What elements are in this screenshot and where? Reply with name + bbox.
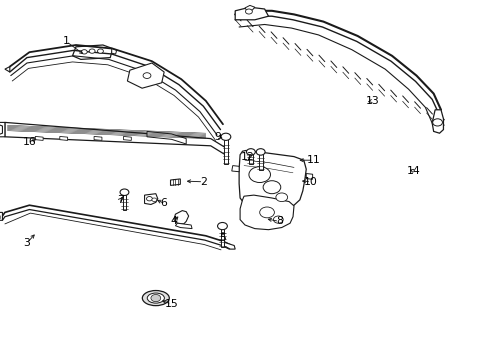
Polygon shape [220, 229, 224, 247]
Circle shape [273, 216, 283, 223]
Circle shape [218, 222, 227, 230]
Polygon shape [5, 122, 225, 155]
Polygon shape [249, 154, 253, 164]
Ellipse shape [143, 291, 170, 306]
Circle shape [152, 198, 157, 202]
Polygon shape [259, 154, 263, 170]
Circle shape [276, 193, 288, 202]
Polygon shape [35, 136, 43, 140]
Text: 10: 10 [304, 177, 318, 187]
Polygon shape [240, 195, 294, 230]
Polygon shape [175, 223, 192, 229]
Text: 7: 7 [117, 195, 123, 205]
Circle shape [120, 189, 129, 195]
Polygon shape [122, 194, 126, 210]
Polygon shape [235, 7, 269, 20]
Polygon shape [306, 174, 313, 179]
Text: 8: 8 [276, 216, 283, 226]
Text: 5: 5 [220, 233, 226, 243]
Polygon shape [224, 139, 228, 164]
Circle shape [249, 167, 270, 183]
Polygon shape [245, 5, 255, 10]
Polygon shape [94, 136, 102, 140]
Polygon shape [174, 211, 189, 224]
Polygon shape [147, 131, 186, 144]
Text: 12: 12 [241, 152, 254, 162]
Text: 13: 13 [366, 96, 379, 106]
Polygon shape [112, 48, 117, 54]
Polygon shape [232, 166, 239, 172]
Circle shape [245, 9, 252, 14]
Text: 11: 11 [307, 155, 320, 165]
Text: 3: 3 [24, 238, 30, 248]
Polygon shape [222, 242, 235, 249]
Polygon shape [73, 45, 113, 59]
Ellipse shape [147, 293, 164, 303]
Text: 16: 16 [23, 137, 36, 147]
Circle shape [260, 207, 274, 218]
Polygon shape [127, 63, 164, 88]
Circle shape [246, 149, 255, 155]
Circle shape [147, 197, 152, 201]
Text: 9: 9 [215, 132, 221, 142]
Text: 1: 1 [63, 36, 70, 46]
Text: 2: 2 [200, 177, 207, 187]
Circle shape [263, 181, 281, 194]
Text: 15: 15 [165, 299, 178, 309]
Circle shape [221, 133, 231, 140]
Circle shape [81, 50, 87, 54]
Circle shape [98, 49, 103, 53]
Polygon shape [145, 194, 158, 204]
Polygon shape [432, 110, 443, 133]
Text: 4: 4 [171, 216, 177, 226]
Polygon shape [5, 67, 10, 72]
Circle shape [143, 73, 151, 78]
Polygon shape [0, 212, 2, 220]
Circle shape [433, 119, 442, 126]
Text: 14: 14 [407, 166, 421, 176]
Polygon shape [123, 136, 131, 140]
Circle shape [89, 49, 95, 53]
Polygon shape [0, 122, 5, 137]
Polygon shape [60, 136, 68, 140]
Circle shape [151, 294, 161, 302]
Polygon shape [171, 179, 180, 185]
Text: 6: 6 [161, 198, 168, 208]
Polygon shape [239, 150, 306, 211]
Circle shape [256, 149, 265, 155]
